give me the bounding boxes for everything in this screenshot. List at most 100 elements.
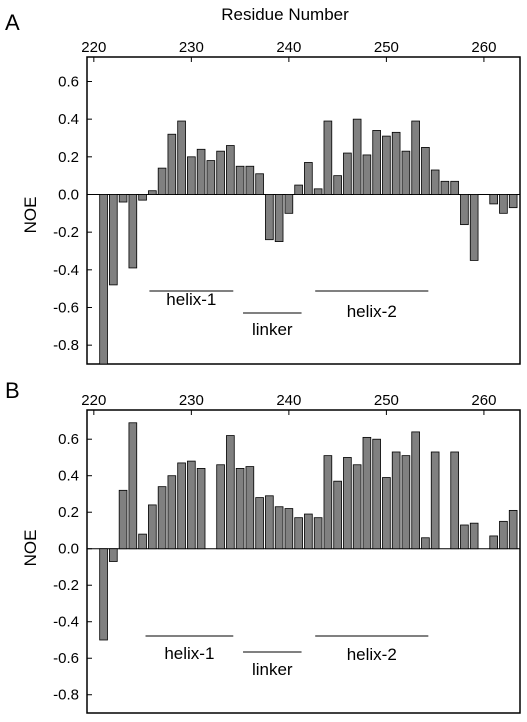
panel-a-bar <box>109 194 118 286</box>
panel-b-bar <box>265 495 274 550</box>
panel-a-ylabel: NOE <box>21 197 40 234</box>
panel-b-bar <box>372 438 381 550</box>
panel-b-y-tick-label: -0.2 <box>53 577 79 594</box>
panel-b-bar <box>460 524 469 550</box>
panel-a-bar <box>284 194 294 214</box>
panel-b-region-label: helix-1 <box>164 644 214 663</box>
panel-a-bar <box>235 165 245 195</box>
panel-b-bar <box>421 537 430 550</box>
panel-a-bar <box>167 133 177 195</box>
panel-a-bar <box>255 173 264 195</box>
panel-a-bar <box>430 169 440 195</box>
panel-a-bar <box>118 194 128 203</box>
panel-b-region-label: helix-2 <box>347 645 397 664</box>
panel-a-bar <box>265 194 274 241</box>
panel-a-y-tick-label: -0.6 <box>53 299 79 316</box>
panel-a-bar <box>352 118 362 195</box>
panel-a-bar <box>343 152 352 195</box>
panel-a-bar <box>469 194 479 261</box>
panel-a-bar <box>157 167 167 195</box>
panel-a-bar <box>148 190 157 195</box>
panel-a-bar <box>138 194 147 201</box>
panel-b-x-tick-label: 250 <box>374 392 399 409</box>
panel-b-y-tick-label: -0.6 <box>53 650 79 667</box>
panel-b-bar <box>235 468 245 550</box>
panel-a-bar <box>274 194 284 242</box>
panel-a-bar <box>460 194 469 226</box>
panel-a-bar <box>372 130 381 195</box>
panel-b-bar <box>226 435 235 550</box>
panel-a-y-tick-label: -0.2 <box>53 224 79 241</box>
panel-b-bar <box>167 475 177 550</box>
panel-a-x-tick-label: 230 <box>179 39 204 56</box>
panel-b-bar <box>284 508 294 550</box>
panel-a-bar <box>450 180 459 195</box>
top-axis-title: Residue Number <box>221 5 349 24</box>
panel-a-bar <box>187 156 196 195</box>
panel-b-bar <box>294 517 303 550</box>
panel-b-bar <box>245 466 255 550</box>
panel-b-bar <box>499 520 508 550</box>
panel-b-bar <box>391 451 401 550</box>
panel-a-y-tick-label: -0.4 <box>53 262 79 279</box>
panel-b-x-tick-label: 220 <box>81 392 106 409</box>
panel-b-bar <box>187 460 196 550</box>
panel-b-ylabel: NOE <box>21 530 40 567</box>
panel-a-bar <box>499 194 508 214</box>
panel-b-bar <box>489 535 498 550</box>
panel-a-bar <box>294 184 303 195</box>
panel-a-bar <box>177 120 186 195</box>
panel-b-bar <box>430 451 440 550</box>
panel-b-region-label: linker <box>252 660 293 679</box>
panel-b-bar <box>118 489 128 550</box>
panel-b-bar <box>333 480 342 550</box>
panel-a-bar <box>508 194 518 209</box>
panel-b-bar <box>362 436 372 550</box>
panel-a-y-tick-label: 0.4 <box>58 111 79 128</box>
panel-a-bar <box>216 150 225 195</box>
panel-b-y-tick-label: -0.8 <box>53 687 79 704</box>
panel-b-bar <box>352 464 362 550</box>
panel-a-bar <box>333 175 342 195</box>
panel-a-bar <box>206 160 216 195</box>
panel-a-bar <box>362 154 372 195</box>
panel-b-bar <box>382 477 391 550</box>
panel-a-region-label: linker <box>252 320 293 339</box>
panel-a-x-tick-label: 260 <box>471 39 496 56</box>
panel-b-bar <box>343 457 352 550</box>
panel-a-y-tick-label: 0.0 <box>58 186 79 203</box>
panel-b-bar <box>313 517 323 550</box>
panel-a-bar <box>323 120 333 195</box>
panel-a-x-tick-label: 250 <box>374 39 399 56</box>
panel-a-y-tick-label: -0.8 <box>53 337 79 354</box>
panel-a-region-label: helix-2 <box>347 302 397 321</box>
panel-a-y-tick-label: 0.6 <box>58 73 79 90</box>
panel-a-x-tick-label: 220 <box>81 39 106 56</box>
panel-b-bar <box>109 548 118 562</box>
panel-b-bar <box>196 468 206 550</box>
panel-b: B NOE -0.8 -0.6 -0.4 -0.2 0.0 0.2 0.4 0.6 220 230… <box>5 378 521 714</box>
panel-a-frame <box>86 56 521 365</box>
panel-b-bar <box>469 522 479 550</box>
panel-b-frame <box>86 409 521 714</box>
panel-a-bar <box>382 135 391 195</box>
panel-b-bar <box>148 504 157 550</box>
panel-b-bar <box>304 513 313 550</box>
panel-a-bar <box>489 194 498 205</box>
panel-b-y-tick-label: 0.4 <box>58 468 79 485</box>
panel-a-bar <box>391 131 401 195</box>
panel-a-bar <box>440 180 450 195</box>
panel-b-bar <box>255 497 264 550</box>
panel-a-region-label: helix-1 <box>166 290 216 309</box>
panel-b-bar <box>138 533 147 550</box>
panel-a-bar <box>99 194 108 365</box>
panel-b-y-tick-label: 0.0 <box>58 541 79 558</box>
panel-b-y-tick-label: 0.6 <box>58 431 79 448</box>
panel-b-bar <box>157 486 167 550</box>
panel-a-y-tick-label: 0.2 <box>58 149 79 166</box>
panel-b-bar <box>274 506 284 550</box>
panel-a-bar <box>226 145 235 195</box>
panel-b-x-tick-label: 260 <box>471 392 496 409</box>
